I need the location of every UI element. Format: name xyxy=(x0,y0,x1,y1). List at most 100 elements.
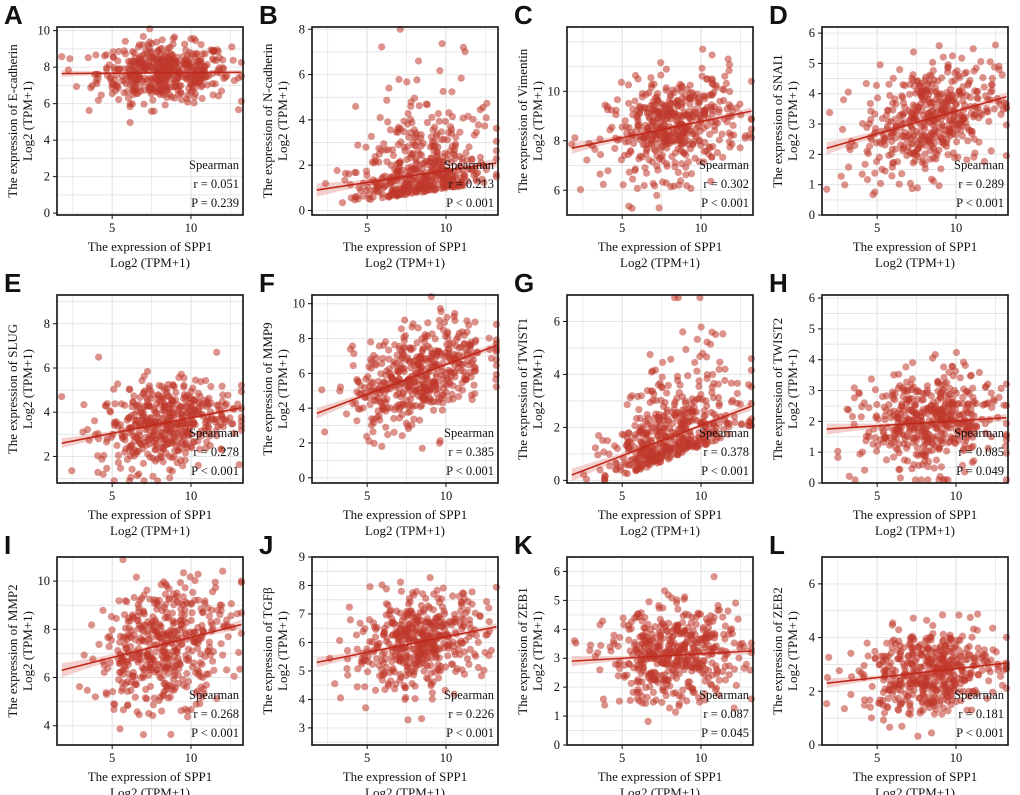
data-point xyxy=(727,379,735,387)
data-point xyxy=(684,158,692,166)
data-point xyxy=(470,381,478,389)
data-point xyxy=(659,178,667,186)
data-point xyxy=(410,415,418,423)
data-point xyxy=(413,353,421,361)
data-point xyxy=(697,323,705,331)
data-point xyxy=(908,465,916,473)
data-point xyxy=(457,174,465,182)
data-point xyxy=(416,403,425,411)
data-point xyxy=(662,65,670,73)
data-point xyxy=(380,396,388,404)
data-point xyxy=(131,446,139,454)
y-axis-unit: Log2 (TPM+1) xyxy=(530,81,545,161)
data-point xyxy=(666,106,675,114)
data-point xyxy=(169,382,177,390)
data-point xyxy=(708,75,716,83)
data-point xyxy=(412,166,420,174)
data-point xyxy=(991,41,1000,49)
stat-p: P < 0.001 xyxy=(191,464,239,478)
data-point xyxy=(687,170,696,178)
data-point xyxy=(434,347,443,355)
data-point xyxy=(221,73,230,81)
data-point xyxy=(444,652,452,660)
y-tick-label: 6 xyxy=(299,366,305,380)
stat-r: r = 0.278 xyxy=(193,445,239,459)
y-axis-unit: Log2 (TPM+1) xyxy=(20,349,35,429)
data-point xyxy=(166,693,174,701)
data-point xyxy=(677,177,685,185)
data-point xyxy=(613,96,621,104)
data-point xyxy=(474,121,482,129)
data-point xyxy=(640,451,648,459)
data-point xyxy=(164,661,173,669)
data-point xyxy=(372,361,380,369)
data-point xyxy=(167,401,175,409)
data-point xyxy=(217,601,226,609)
data-point xyxy=(110,700,118,708)
data-point xyxy=(177,82,185,90)
data-point xyxy=(115,96,123,104)
data-point xyxy=(435,439,444,447)
data-point xyxy=(380,140,388,148)
data-point xyxy=(703,103,711,112)
data-point xyxy=(121,50,129,58)
data-point xyxy=(706,130,714,138)
data-point xyxy=(450,151,459,159)
data-point xyxy=(909,159,917,167)
data-point xyxy=(684,111,693,119)
data-point xyxy=(318,386,326,394)
data-point xyxy=(119,633,127,641)
plot-border xyxy=(56,26,244,216)
data-point xyxy=(966,93,974,101)
x-tick-label: 10 xyxy=(185,489,198,503)
data-point xyxy=(384,118,392,126)
data-point xyxy=(700,92,709,100)
data-point xyxy=(919,396,927,404)
data-point xyxy=(365,194,373,203)
data-point xyxy=(219,56,227,64)
data-point xyxy=(956,411,964,419)
data-point xyxy=(425,357,433,366)
data-point xyxy=(649,367,657,375)
data-point xyxy=(722,79,730,87)
data-point xyxy=(445,109,453,117)
data-point xyxy=(403,78,411,86)
data-point xyxy=(219,567,227,575)
data-point xyxy=(66,55,74,63)
data-point xyxy=(450,312,458,321)
data-point xyxy=(619,181,627,189)
data-point xyxy=(423,119,431,127)
data-point xyxy=(855,389,863,397)
data-point xyxy=(201,396,209,404)
data-point xyxy=(879,393,887,401)
data-point xyxy=(448,142,456,150)
data-point xyxy=(649,179,657,188)
data-point xyxy=(351,196,359,204)
data-point xyxy=(608,123,616,131)
data-point xyxy=(603,437,612,445)
data-point xyxy=(448,390,456,398)
data-point xyxy=(386,126,395,134)
data-point xyxy=(919,442,928,450)
data-point xyxy=(884,118,893,126)
y-tick-label: 10 xyxy=(38,24,51,38)
data-point xyxy=(912,437,920,445)
data-point xyxy=(729,121,737,130)
data-point xyxy=(224,391,232,399)
y-tick-label: 8 xyxy=(44,317,50,331)
data-point xyxy=(934,128,942,136)
data-point xyxy=(725,67,733,75)
data-point xyxy=(473,177,481,185)
data-point xyxy=(899,112,907,120)
data-point xyxy=(890,453,898,461)
x-axis-title: The expression of SPP1 xyxy=(853,507,978,522)
x-tick-label: 10 xyxy=(695,489,708,503)
data-point xyxy=(741,134,749,142)
data-point xyxy=(171,33,179,41)
data-point xyxy=(928,80,936,88)
data-point xyxy=(437,136,445,144)
